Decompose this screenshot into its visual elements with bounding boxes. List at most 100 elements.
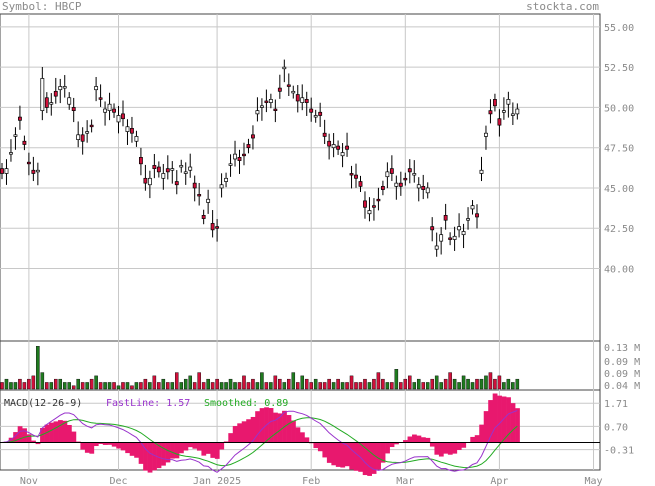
candle-body xyxy=(58,86,63,91)
macd-histogram-bar xyxy=(134,442,139,458)
candle-body xyxy=(206,198,211,203)
volume-bar xyxy=(399,382,403,390)
macd-histogram-bar xyxy=(246,419,252,443)
candle-body xyxy=(246,144,251,149)
candle-body xyxy=(277,87,282,92)
macd-histogram-bar xyxy=(376,442,381,470)
month-tick-label: Mar xyxy=(396,476,414,486)
candle-body xyxy=(457,226,462,231)
volume-bar xyxy=(183,378,188,390)
volume-bar xyxy=(49,382,54,390)
axis-labels: 55.00 52.50 50.00 47.50 45.00 42.50 40.00 Nov De… xyxy=(20,23,640,486)
macd-histogram-bar xyxy=(156,442,162,469)
macd-histogram-bar xyxy=(201,442,207,456)
candle-body xyxy=(224,177,228,182)
macd-histogram-bar xyxy=(403,440,408,443)
macd-histogram-bar xyxy=(268,408,274,443)
macd-histogram-bar xyxy=(223,441,229,443)
volume-bar xyxy=(45,382,49,390)
volume-bar xyxy=(201,382,206,390)
candle-body xyxy=(363,200,367,208)
volume-bar xyxy=(255,382,260,390)
macd-layer xyxy=(0,393,600,476)
candle-body xyxy=(385,171,390,178)
macd-histogram-bar xyxy=(488,400,493,443)
volume-bar xyxy=(143,378,148,390)
candle-body xyxy=(291,90,296,94)
candle-body xyxy=(273,108,278,112)
candle-body xyxy=(268,99,273,103)
volume-bar xyxy=(295,382,300,390)
macd-histogram-bar xyxy=(22,428,27,443)
macd-histogram-bar xyxy=(492,393,498,443)
volume-bar xyxy=(448,372,452,390)
macd-histogram-bar xyxy=(40,427,45,443)
candle-body xyxy=(4,168,9,174)
macd-histogram-bar xyxy=(89,442,95,454)
macd-histogram-bar xyxy=(174,442,180,459)
month-tick-label: Feb xyxy=(302,476,320,486)
macd-histogram-bar xyxy=(380,442,386,463)
macd-title: MACD(12-26-9) xyxy=(4,398,82,409)
volume-bar xyxy=(179,382,184,390)
candle-body xyxy=(237,157,242,161)
candle-body xyxy=(161,173,166,179)
candle-body xyxy=(242,153,246,157)
macd-histogram-bar xyxy=(179,442,184,454)
candle-body xyxy=(147,177,152,186)
candle-body xyxy=(170,168,175,171)
volume-bar xyxy=(233,382,237,390)
macd-tick-label: 1.71 xyxy=(604,399,628,410)
volume-bar xyxy=(58,378,63,390)
macd-histogram-bar xyxy=(407,436,413,443)
volume-bar xyxy=(40,372,45,390)
macd-histogram-bar xyxy=(394,442,399,445)
volume-bar xyxy=(367,382,372,390)
candle-body xyxy=(44,97,49,108)
volume-bar xyxy=(246,382,251,390)
volume-bar xyxy=(403,378,408,390)
volume-bar xyxy=(31,375,36,390)
candle-body xyxy=(18,116,22,121)
candle-body xyxy=(484,132,488,137)
candle-body xyxy=(389,168,394,174)
volume-bar xyxy=(98,382,103,390)
candle-body xyxy=(22,140,27,145)
volume-bar xyxy=(36,346,40,390)
candle-body xyxy=(94,86,99,91)
volume-bar xyxy=(89,378,94,390)
candle-body xyxy=(461,231,466,236)
month-tick-label: Jan 2025 xyxy=(193,476,241,486)
volume-bar xyxy=(116,385,121,390)
volume-bar xyxy=(166,382,170,390)
candle-body xyxy=(340,152,345,157)
macd-histogram-bar xyxy=(353,442,359,471)
month-tick-label: Dec xyxy=(109,476,127,486)
candle-body xyxy=(421,186,426,190)
price-tick-label: 50.00 xyxy=(604,103,634,114)
volume-bar xyxy=(85,382,89,390)
macd-histogram-bar xyxy=(49,422,54,443)
candle-body xyxy=(380,186,385,190)
candle-body xyxy=(493,99,497,107)
macd-histogram-bar xyxy=(58,420,63,443)
candle-body xyxy=(443,215,448,221)
volume-bar xyxy=(206,378,210,390)
macd-histogram-bar xyxy=(461,442,467,448)
macd-fast-label: FastLine: 1.57 xyxy=(106,398,190,409)
month-tick-label: Apr xyxy=(490,476,508,486)
candle-body xyxy=(322,132,327,137)
macd-histogram-bar xyxy=(196,442,202,451)
macd-histogram-bar xyxy=(13,432,18,443)
volume-bar xyxy=(309,382,313,390)
volume-bar xyxy=(381,378,385,390)
candle-body xyxy=(327,140,332,147)
macd-histogram-bar xyxy=(143,442,148,471)
macd-histogram-bar xyxy=(429,442,435,447)
volume-bar xyxy=(416,378,421,390)
candle-body xyxy=(156,166,161,173)
candle-body xyxy=(394,182,399,187)
volume-bar xyxy=(506,378,511,390)
candle-body xyxy=(134,136,139,142)
volume-bar xyxy=(215,378,219,390)
